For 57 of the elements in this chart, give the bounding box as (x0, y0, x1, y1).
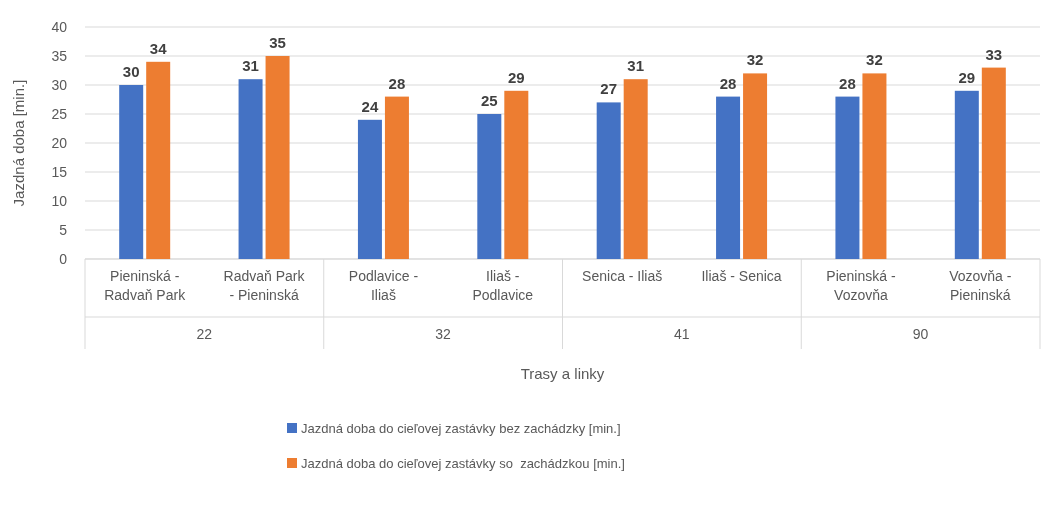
bar (716, 96, 741, 259)
y-tick-label: 20 (51, 134, 68, 151)
x-tick-label: Pieninská - Radvaň Park (104, 268, 187, 303)
data-label: 29 (958, 68, 976, 86)
data-label: 27 (600, 80, 618, 98)
bar (743, 73, 768, 259)
data-label: 31 (627, 57, 645, 75)
data-label: 31 (242, 57, 259, 75)
bar (146, 61, 171, 259)
bar (862, 73, 887, 259)
bar (265, 56, 290, 259)
data-label: 29 (507, 68, 525, 86)
bar (835, 96, 860, 259)
bar (504, 90, 529, 259)
bar (477, 114, 502, 259)
data-label: 30 (122, 63, 140, 80)
data-label: 28 (839, 74, 856, 92)
x-tick-label: Radvaň Park - Pieninská (223, 268, 306, 303)
text: 41 (674, 326, 690, 342)
bar (384, 96, 409, 259)
x-tick-label: Senica - Iliaš (582, 268, 663, 284)
y-tick-label: 25 (51, 105, 68, 122)
bar (623, 79, 648, 259)
y-axis-title: Jazdná doba [min.] (10, 79, 27, 207)
bar (119, 85, 144, 259)
bar (238, 79, 263, 259)
y-tick-label: 15 (51, 163, 68, 180)
bar (954, 90, 979, 259)
text: 22 (196, 326, 213, 342)
data-label: 32 (746, 51, 764, 69)
x-tick-label: Pieninská - Vozovňa (826, 268, 896, 303)
y-tick-label: 30 (51, 76, 68, 93)
bar (357, 119, 382, 259)
data-label: 28 (719, 74, 737, 92)
bar (981, 67, 1006, 259)
x-tick-label: Podlavice - Iliaš (348, 268, 419, 303)
y-tick-label: 10 (51, 192, 68, 209)
data-label: 34 (149, 39, 168, 57)
legend-label: Jazdná doba do cieľovej zastávky so zachádzkou [min.] (301, 456, 625, 471)
text: 90 (912, 326, 929, 342)
x-tick-label: Vozovňa - Pieninská (949, 268, 1012, 303)
y-tick-label: 0 (59, 250, 68, 267)
data-label: 25 (480, 92, 498, 109)
data-label: 28 (388, 74, 406, 92)
data-label: 32 (866, 51, 883, 69)
data-label: 33 (985, 45, 1003, 63)
x-axis-title: Trasy a linky (520, 365, 605, 382)
text: 32 (435, 326, 452, 342)
data-label: 35 (269, 34, 286, 51)
data-label: 24 (361, 97, 379, 115)
y-tick-label: 35 (51, 47, 68, 64)
y-tick-label: 40 (51, 18, 68, 35)
legend-label: Jazdná doba do cieľovej zastávky bez zachádzky [min.] (301, 421, 621, 436)
bar (596, 102, 621, 259)
x-tick-label: Iliaš - Podlavice (472, 268, 534, 303)
y-tick-label: 5 (59, 221, 68, 238)
x-tick-label: Iliaš - Senica (701, 268, 782, 284)
